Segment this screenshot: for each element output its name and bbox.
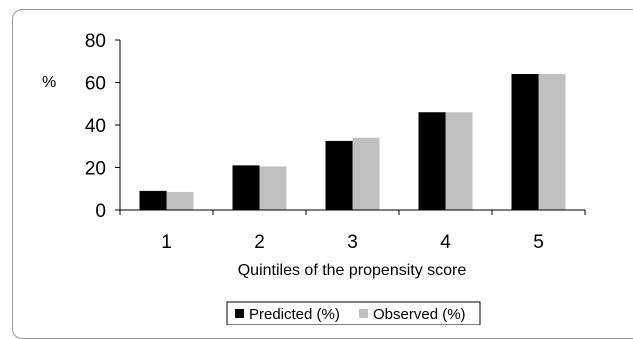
bar-observed-q3 (352, 137, 380, 210)
bar-observed-q1 (166, 191, 194, 210)
legend-swatch-predicted (235, 309, 244, 318)
y-tick-label: 60 (85, 74, 106, 95)
x-tick-label: 5 (533, 232, 544, 253)
bar-predicted-q2 (232, 165, 260, 210)
x-tick-label: 1 (161, 232, 172, 253)
y-tick-label: 80 (85, 31, 106, 52)
y-tick-label: 20 (85, 159, 106, 180)
legend-swatch-observed (359, 309, 368, 318)
y-axis-label: % (42, 74, 56, 91)
bar-observed-q4 (445, 112, 473, 210)
bar-observed-q5 (538, 74, 566, 210)
x-axis-label: Quintiles of the propensity score (238, 262, 467, 279)
y-tick-label: 0 (95, 201, 106, 222)
bar-predicted-q4 (418, 112, 446, 210)
x-tick-label: 2 (254, 232, 265, 253)
legend-label-predicted: Predicted (%) (249, 306, 340, 323)
bar-predicted-q1 (139, 190, 167, 210)
y-tick-label: 40 (85, 116, 106, 137)
x-tick-label: 3 (347, 232, 358, 253)
bar-observed-q2 (259, 166, 287, 210)
x-tick-label: 4 (440, 232, 451, 253)
legend-label-observed: Observed (%) (373, 306, 466, 323)
bar-chart: % 0 20 40 60 80 1 2 3 4 5 Quintiles of the prope… (42, 31, 586, 325)
legend: Predicted (%) Observed (%) (226, 301, 481, 325)
legend-box (226, 301, 481, 325)
bar-predicted-q3 (325, 140, 353, 210)
bar-predicted-q5 (511, 74, 539, 210)
